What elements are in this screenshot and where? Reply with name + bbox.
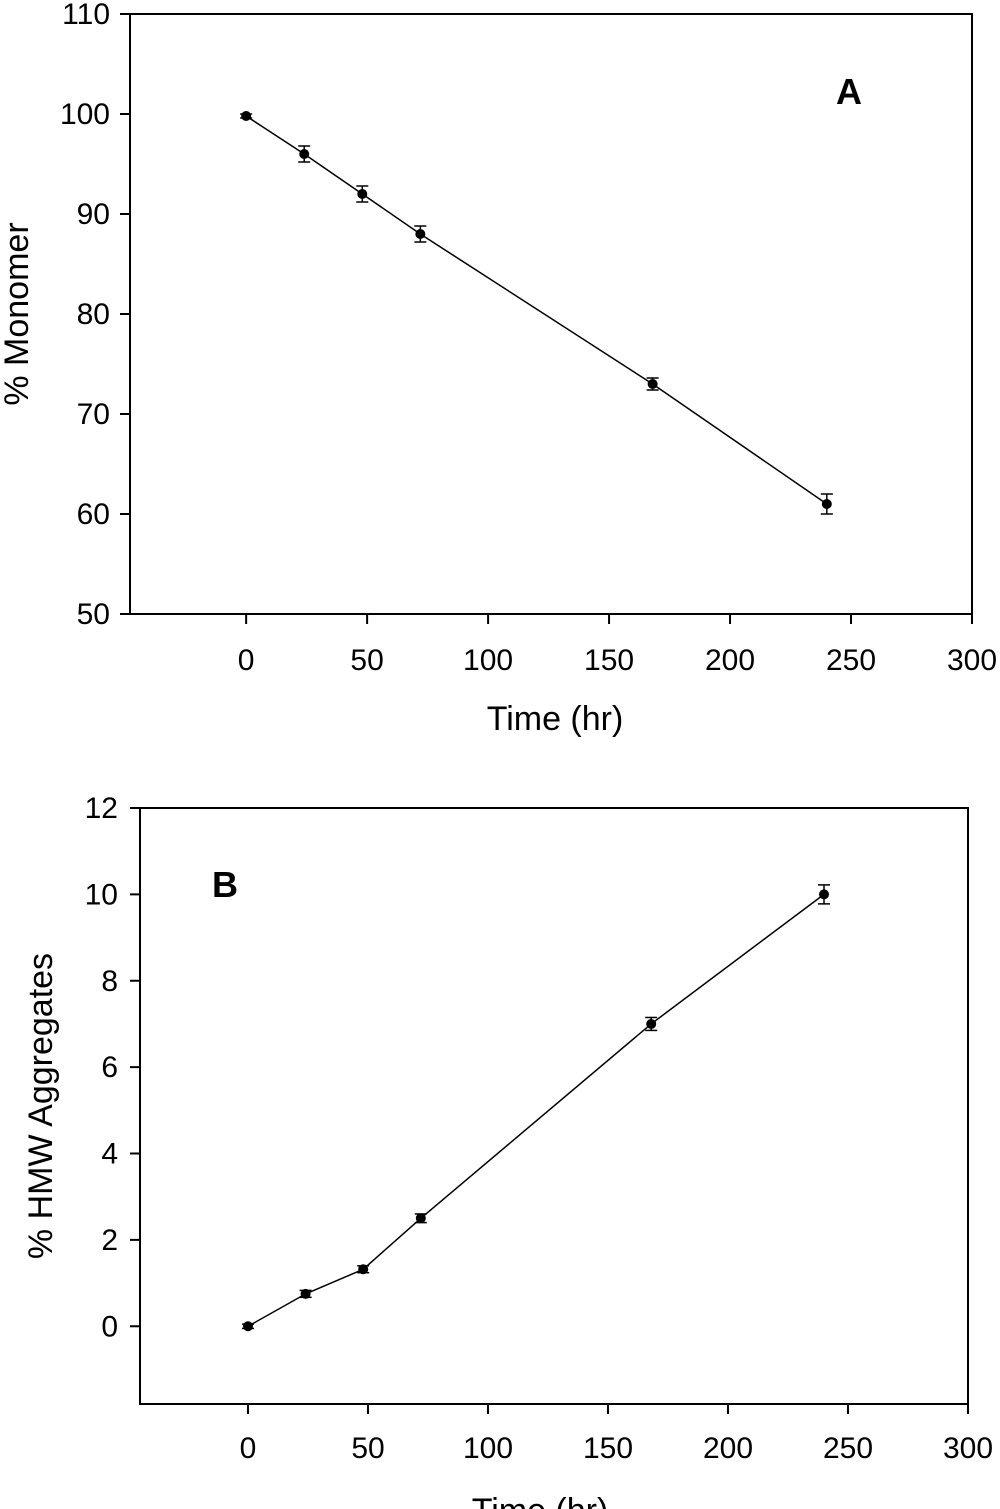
panel-a-series: [240, 111, 833, 515]
panel-a-monomer-chart: 0 50 100 150 200 250 300 50 60 70 80 90 100 110 A Tim…: [0, 0, 997, 738]
panel-a-data-point: [821, 499, 832, 509]
panel-a-y-tick-label: 50: [77, 598, 110, 631]
panel-b-data-point: [819, 889, 829, 900]
panel-a-ticks: 0 50 100 150 200 250 300 50 60 70 80 90 100 110: [60, 0, 997, 677]
panel-b-x-tick-label: 250: [823, 1432, 873, 1465]
panel-a-data-point: [241, 111, 252, 121]
panel-a-y-tick-label: 70: [77, 398, 110, 431]
panel-b-letter: B: [212, 864, 238, 905]
panel-b-data-point: [358, 1264, 369, 1275]
panel-a-y-tick-label: 100: [60, 98, 110, 131]
panel-b-y-tick-label: 8: [101, 965, 118, 998]
panel-b-plot-frame: [139, 807, 969, 1405]
panel-b-data-point: [300, 1288, 311, 1299]
panel-b-x-tick-label: 300: [943, 1432, 993, 1465]
panel-b-series-line: [247, 893, 825, 1327]
panel-a-data-point: [647, 379, 658, 389]
panel-a-x-tick-label: 100: [463, 644, 513, 677]
panel-a-y-tick-label: 80: [77, 298, 110, 331]
panel-a-y-tick-label: 90: [77, 198, 110, 231]
panel-b-data-point: [415, 1213, 426, 1224]
panel-a-x-tick-label: 250: [826, 644, 876, 677]
panel-b-series: [242, 884, 830, 1332]
panel-b-x-tick-label: 200: [703, 1432, 753, 1465]
panel-b-x-tick-label: 100: [463, 1432, 513, 1465]
panel-a-x-tick-label: 200: [705, 644, 755, 677]
panel-b-y-tick-label: 4: [101, 1138, 118, 1171]
panel-a-letter: A: [836, 71, 862, 112]
panel-b-y-tick-label: 10: [85, 878, 118, 911]
panel-b-data-point: [646, 1018, 657, 1029]
panel-b-x-axis-label: Time (hr): [472, 1492, 609, 1509]
panel-b-data-point: [243, 1321, 253, 1332]
panel-a-data-point: [415, 229, 426, 239]
panel-b-y-tick-label: 6: [101, 1051, 118, 1084]
panel-a-x-tick-label: 150: [584, 644, 634, 677]
panel-b-ticks: 0 50 100 150 200 250 300 0 2 4 6 8 10 12: [85, 792, 993, 1465]
panel-b-y-axis-label: % HMW Aggregates: [22, 953, 60, 1259]
panel-a-y-tick-label: 110: [62, 0, 110, 31]
panel-b-x-tick-label: 50: [351, 1432, 384, 1465]
panel-b-y-tick-label: 12: [85, 792, 118, 825]
panel-a-y-tick-label: 60: [77, 498, 110, 531]
panel-a-x-tick-label: 50: [350, 644, 383, 677]
panel-b-x-tick-label: 0: [240, 1432, 257, 1465]
panel-a-x-axis-label: Time (hr): [487, 700, 624, 738]
panel-a-x-tick-label: 300: [947, 644, 997, 677]
panel-b-y-tick-label: 2: [101, 1224, 118, 1257]
panel-a-y-axis-label: % Monomer: [0, 222, 36, 405]
panel-a-data-point: [357, 189, 368, 199]
panel-a-x-tick-label: 0: [238, 644, 255, 677]
panel-b-x-tick-label: 150: [583, 1432, 633, 1465]
panel-a-series-line: [245, 115, 828, 505]
panel-b-y-tick-label: 0: [101, 1310, 118, 1343]
panel-a-data-point: [299, 149, 310, 159]
